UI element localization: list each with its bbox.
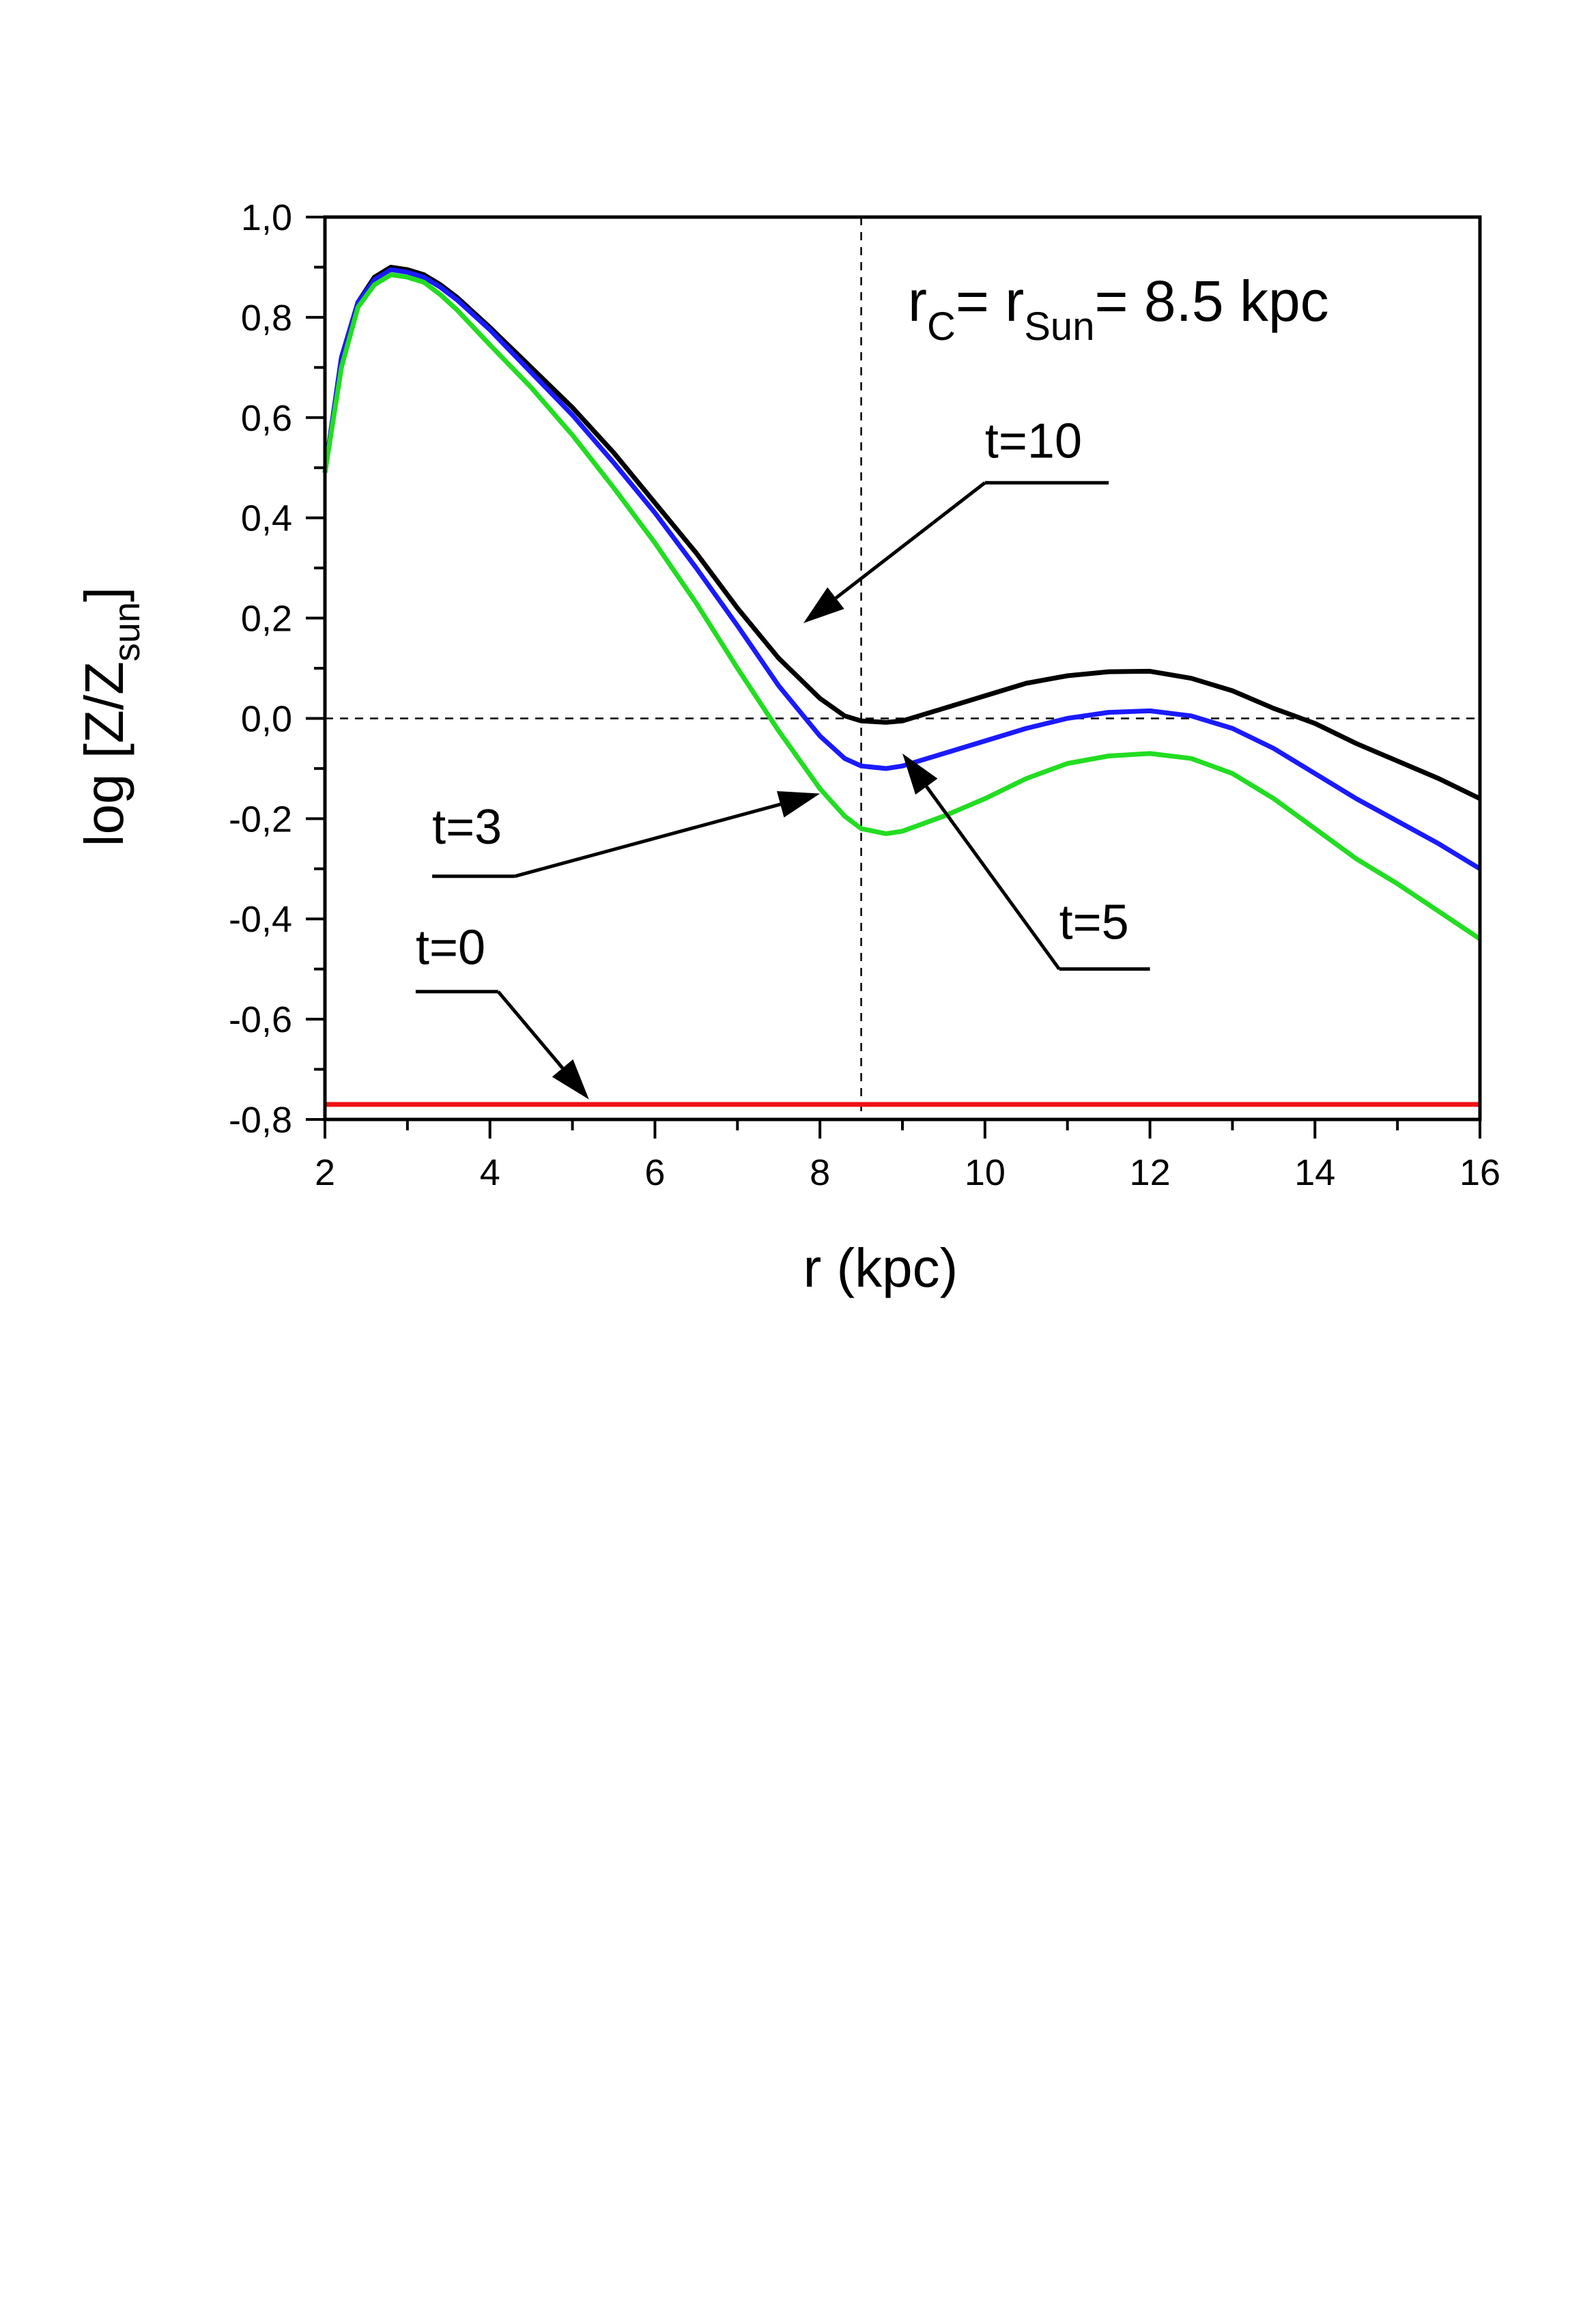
x-tick-label: 10 bbox=[965, 1152, 1006, 1193]
y-axis-title: log [Z/Zsun] bbox=[74, 587, 147, 846]
series-layer bbox=[322, 264, 1481, 1107]
annotation-arrowhead-t0 bbox=[552, 1059, 589, 1100]
x-tick-label: 8 bbox=[810, 1152, 830, 1193]
annotation-arrowhead-t5 bbox=[902, 753, 938, 795]
y-tick-label: 0,8 bbox=[241, 298, 292, 339]
equation-label: rC= rSun= 8.5 kpc bbox=[908, 269, 1329, 349]
annotation-arrow-shaft-t10 bbox=[834, 481, 986, 600]
annotation-arrow-shaft-t5 bbox=[925, 785, 1061, 971]
annotation-arrowhead-t10 bbox=[803, 587, 844, 623]
annotation-label-t3: t=3 bbox=[432, 800, 502, 855]
y-tick-label: 0,4 bbox=[241, 498, 292, 539]
y-axis-title-main: log [Z/Z bbox=[74, 661, 134, 846]
y-tick-label: 1,0 bbox=[241, 197, 292, 238]
annotation-arrow-shaft-t0 bbox=[496, 990, 565, 1070]
y-tick-label: 0,2 bbox=[241, 599, 292, 640]
y-tick-label: -0,2 bbox=[229, 799, 292, 840]
series-line-t3 bbox=[322, 272, 1481, 941]
y-tick-label: -0,6 bbox=[229, 999, 292, 1040]
y-tick-label: 0,6 bbox=[241, 398, 292, 439]
annotation-label-t5: t=5 bbox=[1059, 896, 1129, 950]
ticks-layer: 2 4 6 8 10 12 14 16 -0,8 -0,6 -0,4 -0,2 0,0 0,2 0,4 0,6… bbox=[229, 197, 1500, 1193]
y-axis-title-close: ] bbox=[74, 587, 134, 602]
annotations-layer: t=10 t=5 t=3 t=0 bbox=[415, 414, 1150, 1100]
annotation-label-t0: t=0 bbox=[416, 920, 485, 975]
equation-r: r bbox=[908, 269, 927, 333]
x-tick-label: 6 bbox=[644, 1152, 665, 1193]
equation-sub-c: C bbox=[927, 304, 956, 349]
annotation-arrowhead-t3 bbox=[777, 791, 821, 818]
equation-mid: = r bbox=[956, 269, 1024, 333]
annotation-arrow-shaft-t3 bbox=[514, 802, 781, 878]
x-tick-label: 2 bbox=[315, 1152, 335, 1193]
x-axis-title: r (kpc) bbox=[803, 1238, 958, 1298]
y-tick-label: -0,8 bbox=[229, 1100, 292, 1141]
y-axis-title-sub: sun bbox=[106, 602, 147, 661]
x-tick-label: 12 bbox=[1130, 1152, 1171, 1193]
y-tick-label: 0,0 bbox=[241, 698, 292, 739]
equation-sub-sun: Sun bbox=[1024, 304, 1094, 349]
y-tick-label: -0,4 bbox=[229, 899, 292, 940]
x-tick-label: 14 bbox=[1294, 1152, 1335, 1193]
series-line-t5 bbox=[322, 267, 1481, 871]
x-tick-label: 16 bbox=[1459, 1152, 1500, 1193]
x-tick-label: 4 bbox=[480, 1152, 500, 1193]
equation-rest: = 8.5 kpc bbox=[1094, 269, 1328, 333]
annotation-label-t10: t=10 bbox=[985, 414, 1082, 469]
